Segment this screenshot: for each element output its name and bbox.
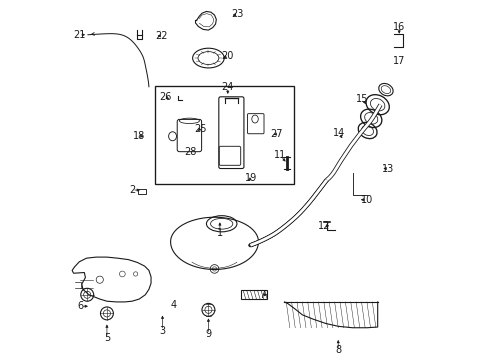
Text: 27: 27 — [270, 129, 283, 139]
Text: 14: 14 — [333, 129, 345, 138]
Text: 11: 11 — [274, 150, 286, 160]
Text: 1: 1 — [217, 228, 223, 238]
Text: 10: 10 — [361, 195, 373, 205]
Text: 26: 26 — [159, 92, 171, 102]
Text: 17: 17 — [393, 56, 405, 66]
Bar — [155, 86, 294, 184]
Text: 28: 28 — [184, 147, 196, 157]
Text: 25: 25 — [194, 124, 206, 134]
Text: 13: 13 — [382, 163, 394, 174]
Text: 20: 20 — [221, 51, 233, 61]
Text: 7: 7 — [259, 290, 266, 300]
Text: 9: 9 — [205, 329, 212, 339]
Text: 4: 4 — [170, 300, 176, 310]
Text: 23: 23 — [231, 9, 244, 19]
Text: 8: 8 — [335, 345, 342, 355]
Text: 24: 24 — [221, 82, 234, 93]
Text: 6: 6 — [78, 301, 84, 311]
Text: 19: 19 — [245, 173, 258, 183]
Text: 22: 22 — [155, 31, 168, 41]
Text: 21: 21 — [73, 30, 86, 40]
Text: 16: 16 — [393, 22, 405, 32]
Text: 15: 15 — [356, 94, 369, 104]
Text: 12: 12 — [318, 221, 330, 231]
Text: 3: 3 — [159, 325, 166, 336]
Text: 18: 18 — [133, 131, 146, 141]
Text: 2: 2 — [129, 185, 135, 195]
Text: 5: 5 — [104, 333, 110, 343]
